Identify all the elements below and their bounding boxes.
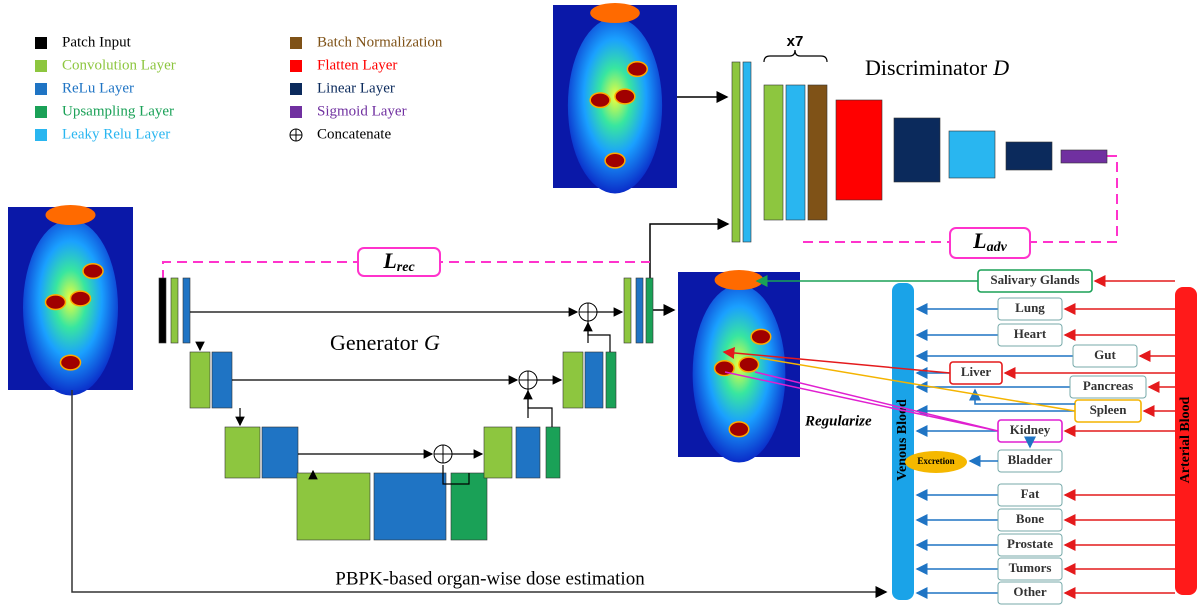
layer-block [606, 352, 616, 408]
layer-block [262, 427, 298, 478]
organ-label: Salivary Glands [990, 272, 1079, 287]
head [715, 270, 764, 290]
figure: Lrec Ladv DiscriminatorD x7 GeneratorG R… [0, 0, 1198, 606]
organ-label: Tumors [1009, 560, 1052, 575]
organ-label: Pancreas [1083, 378, 1133, 393]
layer-block [743, 62, 751, 242]
legend-swatch [35, 60, 47, 72]
legend-swatch [35, 37, 47, 49]
organ-label: Liver [961, 364, 992, 379]
legend-label: Upsampling Layer [62, 103, 174, 119]
hot-spot [605, 153, 625, 168]
pbpk-caption: PBPK-based organ-wise dose estimation [335, 568, 645, 589]
legend-label: Concatenate [317, 126, 391, 142]
regularize-label: Regularize [804, 413, 872, 429]
legend-swatch [35, 106, 47, 118]
layer-block [585, 352, 603, 408]
legend-swatch [290, 60, 302, 72]
layer-block [225, 427, 260, 478]
legend-label: ReLu Layer [62, 80, 134, 96]
arterial-label: Arterial Blood [1178, 396, 1193, 483]
layer-block [624, 278, 631, 343]
legend-label: Patch Input [62, 34, 132, 50]
layer-block [836, 100, 882, 200]
legend-swatch [35, 83, 47, 95]
legend-label: Flatten Layer [317, 57, 397, 73]
legend-swatch [290, 83, 302, 95]
text: Discriminator [865, 55, 988, 80]
head [46, 205, 96, 225]
hot-spot [751, 329, 771, 344]
layer-block [808, 85, 827, 220]
hot-spot [46, 295, 66, 310]
legend-swatch [290, 106, 302, 118]
layer-block [894, 118, 940, 182]
organ-label: Kidney [1010, 422, 1051, 437]
legend: Patch Input Convolution Layer ReLu Layer Up… [35, 34, 443, 142]
layer-block [159, 278, 166, 343]
symbol: L [972, 228, 986, 253]
layer-block [546, 427, 560, 478]
layer-block [171, 278, 178, 343]
hot-spot [71, 291, 91, 306]
layer-block [374, 473, 446, 540]
legend-label: Convolution Layer [62, 57, 176, 73]
layer-block [563, 352, 583, 408]
layer-block [636, 278, 643, 343]
legend-label: Batch Normalization [317, 34, 443, 50]
legend-label: Sigmoid Layer [317, 103, 407, 119]
organ-label: Other [1013, 584, 1046, 599]
legend-label: Linear Layer [317, 80, 395, 96]
organ-label: Heart [1014, 326, 1047, 341]
layer-block [183, 278, 190, 343]
layer-block [764, 85, 783, 220]
layer-block [646, 278, 653, 343]
symbol: G [424, 330, 440, 355]
hot-spot [61, 355, 81, 370]
layer-block [949, 131, 995, 178]
organ-label: Gut [1094, 347, 1116, 362]
layer-block [212, 352, 232, 408]
excretion-label: Excretion [917, 456, 954, 466]
organ-label: Bladder [1008, 452, 1053, 467]
hot-spot [615, 89, 635, 104]
layer-block [1006, 142, 1052, 170]
arrow [528, 391, 552, 427]
layer-block [732, 62, 740, 242]
layer-block [484, 427, 512, 478]
organ-label: Fat [1021, 486, 1040, 501]
repeat-label: x7 [787, 33, 804, 50]
legend-swatch [35, 129, 47, 141]
hot-spot [729, 422, 749, 437]
layer-block [516, 427, 540, 478]
symbol: L [382, 248, 396, 273]
organ-label: Spleen [1090, 402, 1128, 417]
arrow [588, 323, 610, 352]
layer-block [786, 85, 805, 220]
hot-spot [627, 62, 647, 77]
subscript: adv [987, 240, 1008, 255]
organ-label: Bone [1016, 511, 1044, 526]
legend-label: Leaky Relu Layer [62, 126, 170, 142]
brace [764, 50, 827, 62]
layer-block [190, 352, 210, 408]
text: Generator [330, 330, 419, 355]
hot-spot [83, 264, 103, 279]
arrow [650, 224, 728, 278]
generator-title: GeneratorG [330, 330, 440, 355]
layer-block [1061, 150, 1107, 163]
hot-spot [739, 357, 759, 372]
organ-label: Lung [1015, 300, 1045, 315]
hot-spot [590, 93, 610, 108]
subscript: rec [397, 260, 416, 275]
symbol: D [992, 55, 1009, 80]
head [590, 3, 640, 23]
legend-swatch [290, 37, 302, 49]
organ-label: Prostate [1007, 536, 1053, 551]
layer-block [297, 473, 370, 540]
